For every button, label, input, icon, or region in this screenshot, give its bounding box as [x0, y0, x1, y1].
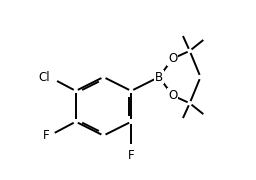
Text: O: O: [168, 89, 177, 102]
Text: B: B: [155, 71, 163, 84]
Text: F: F: [43, 129, 50, 142]
Text: O: O: [168, 52, 177, 65]
Text: F: F: [128, 149, 134, 162]
Text: Cl: Cl: [38, 71, 50, 84]
